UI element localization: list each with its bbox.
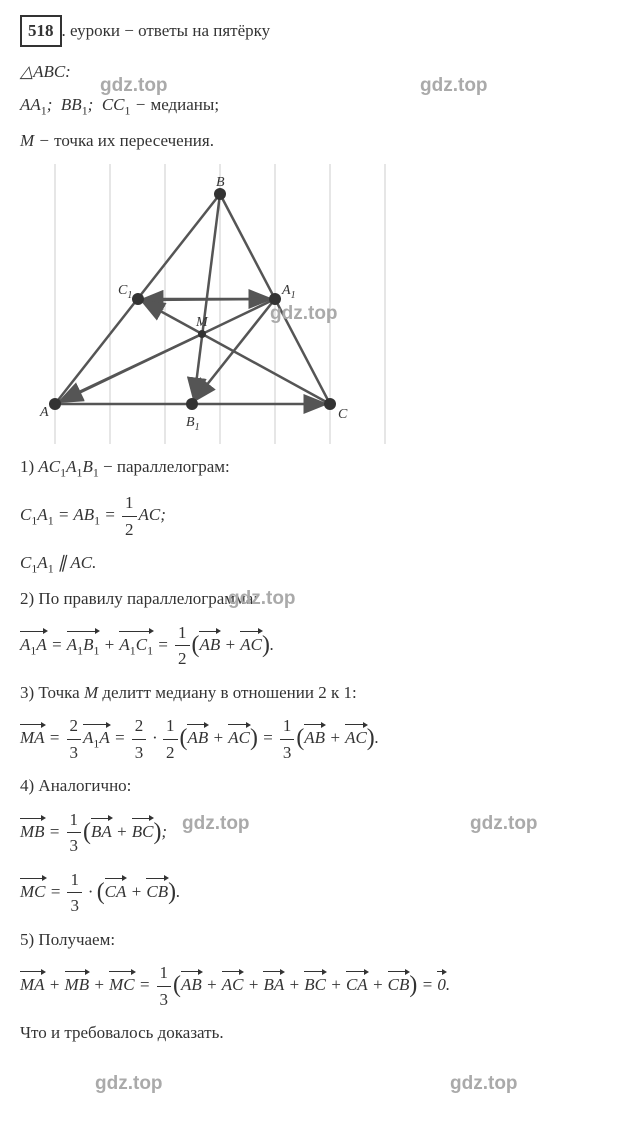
step1-title: 1) AC1A1B1 − параллелограм: — [20, 454, 605, 482]
step4-eq2: MC = 13 · (CA + CB). — [20, 867, 605, 919]
watermark: gdz.top — [270, 300, 338, 329]
watermark: gdz.top — [182, 810, 250, 839]
watermark: gdz.top — [95, 1070, 163, 1099]
watermark: gdz.top — [470, 810, 538, 839]
problem-number-box: 518 — [20, 15, 62, 47]
watermark: gdz.top — [420, 72, 488, 101]
step2-eq: A1A = A1B1 + A1C1 = 12(AB + AC). — [20, 620, 605, 672]
svg-text:C: C — [338, 407, 348, 422]
watermark: gdz.top — [450, 1070, 518, 1099]
svg-text:B1: B1 — [186, 415, 200, 433]
svg-text:A: A — [39, 405, 49, 420]
step1-eq: C1A1 = AB1 = 12AC; — [20, 490, 605, 542]
problem-header: 518. еуроки − ответы на пятёрку — [20, 15, 605, 47]
step1-parallel: C1A1 ∥ AC. — [20, 550, 605, 578]
step3-eq: MA = 23A1A = 23 · 12(AB + AC) = 13(AB + … — [20, 713, 605, 765]
svg-text:M: M — [195, 315, 209, 330]
step2-title: 2) По правилу параллелограмма: — [20, 586, 605, 612]
step5-title: 5) Получаем: — [20, 927, 605, 953]
watermark: gdz.top — [228, 585, 296, 614]
triangle-figure: A B C A1 B1 C1 M — [20, 164, 400, 444]
step3-title: 3) Точка M делитт медиану в отношении 2 … — [20, 680, 605, 706]
svg-text:C1: C1 — [118, 283, 132, 301]
final-line: Что и требовалось доказать. — [20, 1020, 605, 1046]
watermark: gdz.top — [100, 72, 168, 101]
svg-text:A1: A1 — [281, 283, 296, 301]
tagline: . еуроки − ответы на пятёрку — [62, 21, 271, 40]
step5-eq: MA + MB + MC = 13(AB + AC + BA + BC + CA… — [20, 960, 605, 1012]
step4-title: 4) Аналогично: — [20, 773, 605, 799]
given-m-point: M − точка их пересечения. — [20, 128, 605, 154]
svg-text:B: B — [216, 175, 225, 190]
